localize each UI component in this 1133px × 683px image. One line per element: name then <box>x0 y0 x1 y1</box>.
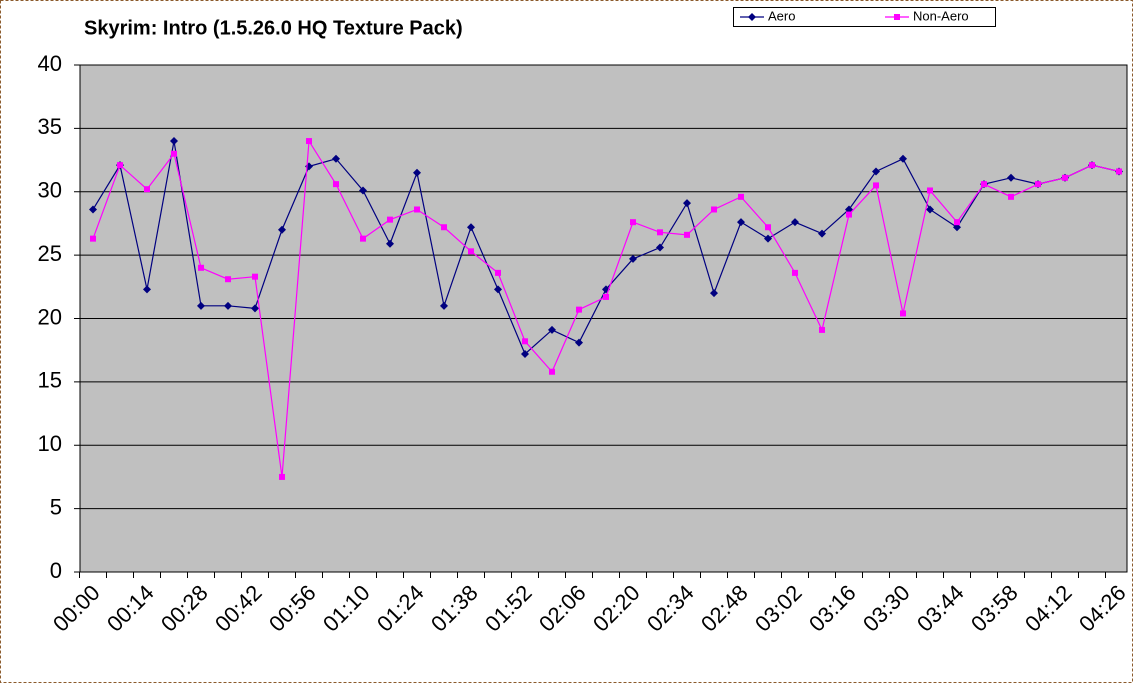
y-tick-label: 25 <box>38 241 62 266</box>
data-point <box>1089 162 1095 169</box>
data-point <box>414 206 420 213</box>
data-point <box>359 186 367 195</box>
data-point <box>737 218 745 227</box>
y-tick-label: 30 <box>38 178 62 203</box>
data-point <box>332 154 340 163</box>
y-tick-label: 35 <box>38 114 62 139</box>
y-tick-label: 5 <box>50 494 62 519</box>
data-point <box>198 264 204 271</box>
legend-marker <box>894 14 900 20</box>
data-point <box>899 154 907 163</box>
legend <box>733 7 996 27</box>
data-point <box>225 276 231 283</box>
data-point <box>467 223 475 232</box>
data-point <box>1035 181 1041 188</box>
data-point <box>630 219 636 226</box>
data-point <box>333 181 339 188</box>
legend-marker <box>748 13 756 21</box>
data-point <box>117 162 123 169</box>
data-point <box>252 273 258 280</box>
legend-label: Non-Aero <box>913 8 969 23</box>
data-point <box>711 206 717 213</box>
data-point <box>144 186 150 193</box>
data-point <box>495 269 501 276</box>
y-tick-label: 20 <box>38 304 62 329</box>
legend-label: Aero <box>768 8 795 23</box>
data-point <box>494 285 502 294</box>
data-point <box>764 234 772 243</box>
data-point <box>278 225 286 234</box>
data-point <box>873 182 879 189</box>
y-tick-label: 10 <box>38 431 62 456</box>
data-point <box>306 138 312 145</box>
data-point <box>1008 193 1014 200</box>
data-point <box>440 301 448 310</box>
y-tick-label: 40 <box>38 51 62 76</box>
data-point <box>710 289 718 298</box>
data-point <box>765 224 771 231</box>
data-point <box>684 231 690 238</box>
data-point <box>603 293 609 300</box>
data-point <box>251 304 259 313</box>
data-point <box>413 168 421 177</box>
data-point <box>791 218 799 227</box>
data-point <box>197 301 205 310</box>
data-point <box>386 239 394 248</box>
data-point <box>629 254 637 263</box>
data-point <box>171 150 177 157</box>
data-point <box>89 205 97 214</box>
data-point <box>792 269 798 276</box>
data-point <box>576 306 582 313</box>
y-tick-label: 15 <box>38 368 62 393</box>
data-point <box>468 248 474 255</box>
data-point <box>170 137 178 146</box>
data-point <box>818 229 826 238</box>
data-point <box>953 223 961 232</box>
plot-border <box>79 64 1128 573</box>
data-point <box>441 224 447 231</box>
data-point <box>549 368 555 375</box>
data-point <box>657 229 663 236</box>
data-point <box>900 310 906 317</box>
data-point <box>872 167 880 176</box>
data-point <box>224 301 232 310</box>
data-point <box>548 325 556 334</box>
data-point <box>819 326 825 333</box>
data-point <box>1062 174 1068 181</box>
y-tick-label: 0 <box>50 558 62 583</box>
data-point <box>846 211 852 218</box>
data-point <box>845 205 853 214</box>
data-point <box>387 216 393 223</box>
chart-title: Skyrim: Intro (1.5.26.0 HQ Texture Pack) <box>84 17 463 39</box>
data-point <box>575 338 583 347</box>
data-point <box>1116 168 1122 175</box>
data-point <box>90 235 96 242</box>
data-point <box>683 199 691 208</box>
data-point <box>143 285 151 294</box>
data-point <box>926 205 934 214</box>
data-point <box>360 235 366 242</box>
data-point <box>1007 173 1015 182</box>
data-point <box>279 473 285 480</box>
data-point <box>522 338 528 345</box>
data-point <box>954 219 960 226</box>
data-point <box>981 181 987 188</box>
data-point <box>521 349 529 358</box>
data-point <box>927 187 933 194</box>
data-point <box>738 193 744 200</box>
data-point <box>656 243 664 252</box>
